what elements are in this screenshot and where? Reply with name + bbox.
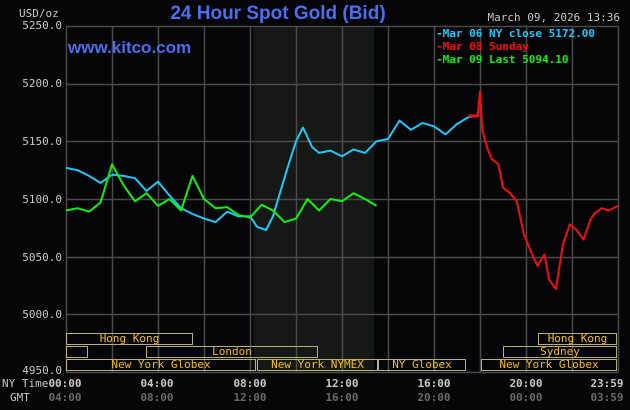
x-tick-ny: 08:00 [233, 377, 267, 390]
legend-item-mar09: -Mar 09 Last 5094.10 [436, 53, 595, 66]
legend-marker-icon: - [436, 40, 443, 53]
x-tick-gmt: 12:00 [233, 391, 267, 404]
series-line-0 [65, 115, 478, 232]
y-tick-label: 5100.0 [22, 193, 62, 206]
legend-marker-icon: - [436, 53, 443, 66]
x-tick-gmt: 04:00 [48, 391, 82, 404]
x-tick-gmt: 03:59 [590, 391, 624, 404]
gmt-label: GMT [10, 391, 30, 404]
chart-legend: -Mar 06 NY close 5172.00 -Mar 08 Sunday … [436, 27, 595, 66]
ny-time-label: NY Time [2, 377, 49, 390]
session-bar: NY Globex [378, 359, 466, 371]
x-tick-ny: 23:59 [590, 377, 624, 390]
session-bar: Sydney [503, 346, 617, 358]
x-tick-ny: 00:00 [48, 377, 82, 390]
session-bar: New York Globex [66, 359, 256, 371]
legend-item-mar08: -Mar 08 Sunday [436, 40, 595, 53]
chart-title-text: 24 Hour Spot Gold (Bid) [170, 3, 386, 24]
y-tick-label: 5250.0 [22, 19, 62, 32]
legend-label: Mar 09 Last 5094.10 [442, 53, 569, 66]
legend-label: Mar 06 NY close 5172.00 [442, 27, 595, 40]
kitco-watermark-link[interactable]: www.kitco.com [68, 38, 192, 57]
x-tick-ny: 04:00 [140, 377, 174, 390]
session-bar [66, 346, 88, 358]
session-bar: New York NYMEX [257, 359, 378, 371]
y-tick-label: 5200.0 [22, 77, 62, 90]
y-tick-label: 4950.0 [22, 364, 62, 377]
x-tick-ny: 12:00 [325, 377, 359, 390]
x-tick-gmt: 00:00 [509, 391, 543, 404]
session-bar: Hong Kong [538, 333, 617, 345]
series-line-2 [65, 163, 378, 224]
y-axis-unit: USD/oz [19, 7, 59, 20]
legend-label: Mar 08 Sunday [442, 40, 529, 53]
legend-item-mar06: -Mar 06 NY close 5172.00 [436, 27, 595, 40]
x-tick-ny: 16:00 [417, 377, 451, 390]
series-line-1 [476, 90, 619, 290]
session-bar: New York Globex [481, 359, 617, 371]
x-tick-gmt: 08:00 [140, 391, 174, 404]
x-tick-gmt: 20:00 [417, 391, 451, 404]
x-tick-ny: 20:00 [509, 377, 543, 390]
y-tick-label: 5050.0 [22, 251, 62, 264]
y-tick-label: 5150.0 [22, 135, 62, 148]
chart-datetime: March 09, 2026 13:36 [487, 11, 620, 24]
chart-title: 24 Hour Spot Gold (Bid) [0, 3, 630, 25]
session-bar: London [146, 346, 318, 358]
x-tick-gmt: 16:00 [325, 391, 359, 404]
legend-marker-icon: - [436, 27, 443, 40]
session-bar: Hong Kong [66, 333, 193, 345]
y-tick-label: 5000.0 [22, 308, 62, 321]
